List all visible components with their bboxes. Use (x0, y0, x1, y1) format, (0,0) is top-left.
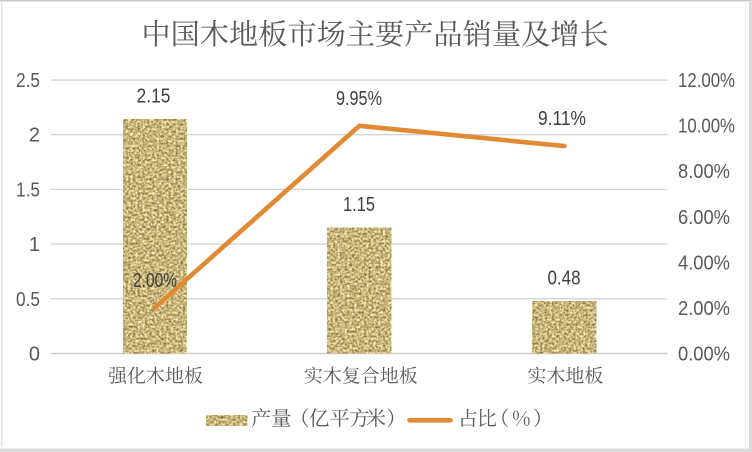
svg-text:1: 1 (29, 234, 40, 256)
svg-text:9.95%: 9.95% (336, 88, 382, 110)
svg-text:0: 0 (29, 344, 40, 366)
svg-text:2.00%: 2.00% (678, 298, 730, 320)
svg-text:6.00%: 6.00% (678, 207, 730, 229)
svg-text:4.00%: 4.00% (678, 252, 730, 274)
svg-text:0.48: 0.48 (548, 268, 581, 290)
svg-text:0.00%: 0.00% (678, 344, 730, 366)
svg-text:10.00%: 10.00% (678, 116, 735, 138)
svg-text:1.5: 1.5 (16, 179, 40, 201)
svg-text:0.5: 0.5 (16, 289, 40, 311)
svg-text:2: 2 (29, 125, 40, 147)
svg-text:2.15: 2.15 (137, 86, 171, 108)
svg-text:2.5: 2.5 (16, 70, 40, 92)
svg-text:9.11%: 9.11% (538, 108, 586, 130)
svg-text:1.15: 1.15 (343, 194, 375, 216)
svg-text:8.00%: 8.00% (678, 161, 730, 183)
svg-text:2.00%: 2.00% (133, 270, 177, 292)
svg-text:12.00%: 12.00% (678, 70, 735, 92)
